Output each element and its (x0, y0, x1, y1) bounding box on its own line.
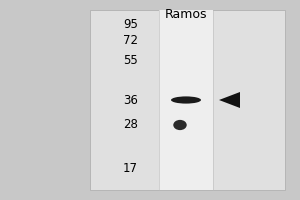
Polygon shape (219, 92, 240, 108)
Text: 17: 17 (123, 162, 138, 174)
Text: 36: 36 (123, 94, 138, 106)
Text: 72: 72 (123, 33, 138, 46)
Ellipse shape (171, 96, 201, 104)
Text: 28: 28 (123, 117, 138, 130)
Text: Ramos: Ramos (165, 8, 207, 21)
Text: 55: 55 (123, 53, 138, 66)
FancyBboxPatch shape (159, 10, 213, 190)
FancyBboxPatch shape (90, 10, 285, 190)
Ellipse shape (173, 120, 187, 130)
Text: 95: 95 (123, 18, 138, 30)
